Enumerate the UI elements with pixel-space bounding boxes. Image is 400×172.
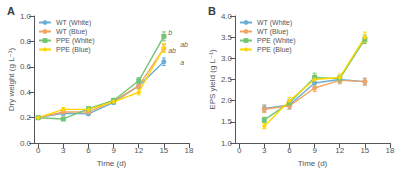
svg-text:ab: ab bbox=[168, 47, 176, 54]
svg-text:12: 12 bbox=[134, 146, 143, 155]
svg-text:15: 15 bbox=[360, 146, 369, 155]
svg-text:EPS yield (g L⁻¹): EPS yield (g L⁻¹) bbox=[208, 49, 217, 110]
svg-text:0: 0 bbox=[237, 146, 242, 155]
svg-text:PPE (Blue): PPE (Blue) bbox=[56, 46, 91, 54]
svg-text:WT (White): WT (White) bbox=[257, 19, 292, 27]
svg-text:0.4: 0.4 bbox=[20, 88, 32, 97]
svg-text:0.6: 0.6 bbox=[20, 62, 32, 71]
svg-text:PPE (White): PPE (White) bbox=[56, 37, 95, 45]
svg-text:Time (d): Time (d) bbox=[97, 159, 127, 168]
svg-text:3.0: 3.0 bbox=[221, 54, 233, 63]
svg-text:PPE (White): PPE (White) bbox=[257, 37, 296, 45]
svg-text:1.0: 1.0 bbox=[20, 12, 32, 21]
svg-text:9: 9 bbox=[312, 146, 317, 155]
svg-text:2.5: 2.5 bbox=[221, 75, 233, 84]
svg-text:12: 12 bbox=[335, 146, 344, 155]
svg-text:18: 18 bbox=[386, 146, 395, 155]
svg-text:Dry weight (g L⁻¹): Dry weight (g L⁻¹) bbox=[7, 48, 16, 112]
svg-text:18: 18 bbox=[185, 146, 194, 155]
svg-text:9: 9 bbox=[111, 146, 116, 155]
svg-text:ab: ab bbox=[180, 41, 188, 48]
svg-text:WT (Blue): WT (Blue) bbox=[56, 28, 87, 36]
svg-text:a: a bbox=[180, 59, 184, 66]
svg-text:1.5: 1.5 bbox=[221, 117, 233, 126]
svg-text:3.5: 3.5 bbox=[221, 33, 233, 42]
svg-text:Time (d): Time (d) bbox=[298, 159, 328, 168]
svg-text:6: 6 bbox=[86, 146, 91, 155]
svg-text:6: 6 bbox=[287, 146, 292, 155]
svg-text:WT (Blue): WT (Blue) bbox=[257, 28, 288, 36]
svg-text:PPE (Blue): PPE (Blue) bbox=[257, 46, 292, 54]
svg-text:0.8: 0.8 bbox=[20, 37, 32, 46]
svg-text:0.0: 0.0 bbox=[20, 139, 32, 148]
svg-text:0.2: 0.2 bbox=[20, 113, 32, 122]
svg-text:3: 3 bbox=[61, 146, 66, 155]
svg-text:0: 0 bbox=[36, 146, 41, 155]
svg-text:3: 3 bbox=[262, 146, 267, 155]
svg-text:1.0: 1.0 bbox=[221, 139, 233, 148]
svg-text:4.0: 4.0 bbox=[221, 12, 233, 21]
svg-text:2.0: 2.0 bbox=[221, 96, 233, 105]
svg-text:15: 15 bbox=[159, 146, 168, 155]
svg-text:b: b bbox=[168, 29, 172, 36]
svg-text:WT (White): WT (White) bbox=[56, 19, 91, 27]
svg-text:B: B bbox=[208, 5, 216, 17]
svg-text:A: A bbox=[7, 5, 15, 17]
